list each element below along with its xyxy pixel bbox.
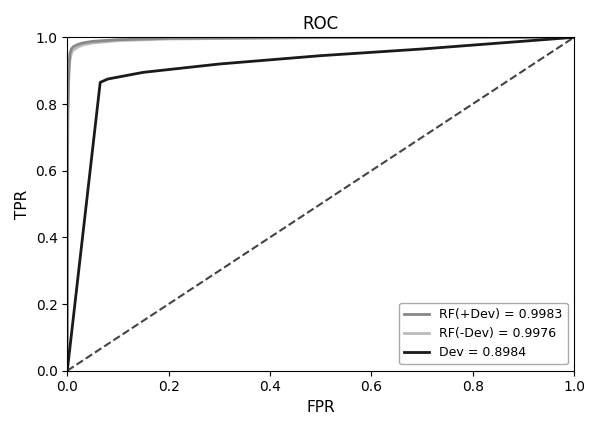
Title: ROC: ROC: [302, 15, 339, 33]
Legend: RF(+Dev) = 0.9983, RF(-Dev) = 0.9976, Dev = 0.8984: RF(+Dev) = 0.9983, RF(-Dev) = 0.9976, De…: [400, 303, 568, 365]
X-axis label: FPR: FPR: [307, 400, 335, 415]
Y-axis label: TPR: TPR: [15, 189, 30, 218]
